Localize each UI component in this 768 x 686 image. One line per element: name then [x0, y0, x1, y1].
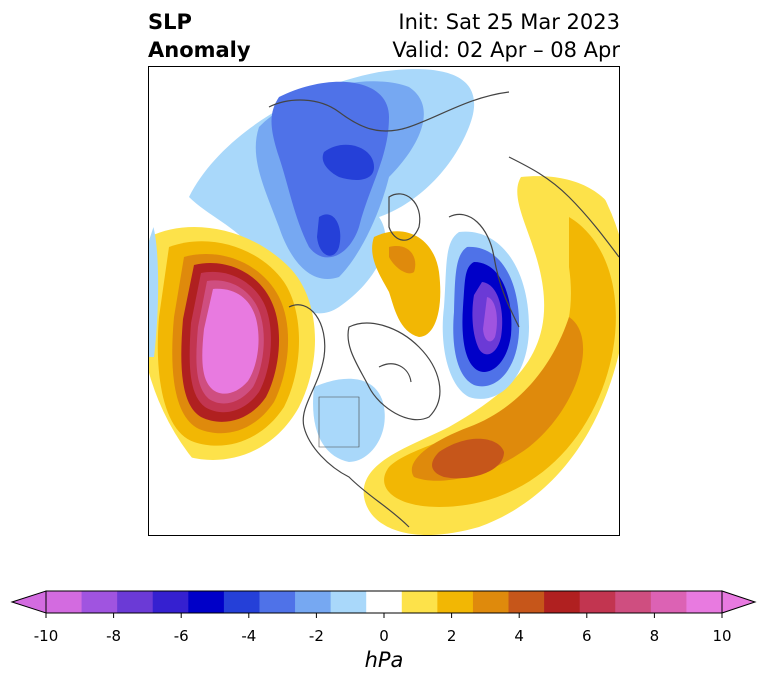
coastlines [268, 91, 619, 528]
anomaly-map-svg [149, 69, 619, 535]
colorbar-segment [650, 591, 687, 613]
colorbar-unit-label: hPa [364, 648, 404, 672]
colorbar-min-arrow [10, 590, 47, 614]
colorbar [10, 590, 757, 618]
colorbar-tick-label: 0 [379, 627, 389, 645]
colorbar-ticks [45, 613, 723, 618]
title-line-1: SLP [148, 10, 192, 34]
colorbar-tick-label: 10 [712, 627, 732, 645]
colorbar-tick-label: -4 [241, 627, 257, 645]
pos-anomaly-pacific-core [202, 288, 259, 394]
pos-anomaly-greenland-core [389, 246, 416, 274]
colorbar-tick-label: 4 [514, 627, 524, 645]
pos-anomaly-greenland [372, 231, 441, 337]
colorbar-tick-labels: -10 -8 -6 -4 -2 0 2 4 6 8 10 [0, 627, 768, 647]
colorbar-segment [686, 591, 723, 613]
colorbar-segment [117, 591, 154, 613]
colorbar-segment [437, 591, 474, 613]
colorbar-tick-label: 8 [649, 627, 660, 645]
colorbar-segment [330, 591, 367, 613]
pos-anomaly-atlantic-4 [432, 438, 504, 479]
colorbar-segment [259, 591, 296, 613]
colorbar-segment [295, 591, 332, 613]
colorbar-segment [81, 591, 118, 613]
init-date: Init: Sat 25 Mar 2023 [398, 10, 620, 34]
colorbar-segments [46, 591, 723, 613]
neg-anomaly-europe-5 [483, 297, 497, 342]
colorbar-tick-label: -8 [106, 627, 122, 645]
colorbar-tick-label: -10 [33, 627, 59, 645]
anomaly-map [148, 66, 620, 536]
colorbar-segment [46, 591, 83, 613]
colorbar-segment [188, 591, 225, 613]
colorbar-tick-label: 2 [446, 627, 457, 645]
pos-anomaly-atlantic-3 [411, 317, 584, 481]
colorbar-tick-label: -6 [173, 627, 189, 645]
neg-anomaly-pacific-west [149, 217, 159, 357]
colorbar-segment [223, 591, 260, 613]
valid-range: Valid: 02 Apr – 08 Apr [392, 38, 620, 62]
colorbar-segment [579, 591, 616, 613]
colorbar-segment [544, 591, 581, 613]
colorbar-segment [152, 591, 189, 613]
colorbar-tick-label: 6 [582, 627, 592, 645]
map-title: SLP Anomaly [148, 8, 251, 64]
neg-anomaly-arctic-4 [322, 144, 374, 180]
colorbar-segment [615, 591, 652, 613]
colorbar-segment [401, 591, 438, 613]
title-line-2: Anomaly [148, 38, 251, 62]
colorbar-max-arrow [721, 590, 757, 614]
neg-anomaly-arctic-5 [317, 214, 341, 256]
neg-anomaly-namerica [313, 378, 385, 462]
colorbar-segment [472, 591, 510, 613]
colorbar-segment [366, 591, 403, 613]
colorbar-segment [508, 591, 545, 613]
forecast-dates: Init: Sat 25 Mar 2023 Valid: 02 Apr – 08… [392, 8, 620, 64]
colorbar-tick-label: -2 [308, 627, 324, 645]
pos-anomaly-atlantic-2 [384, 217, 616, 507]
